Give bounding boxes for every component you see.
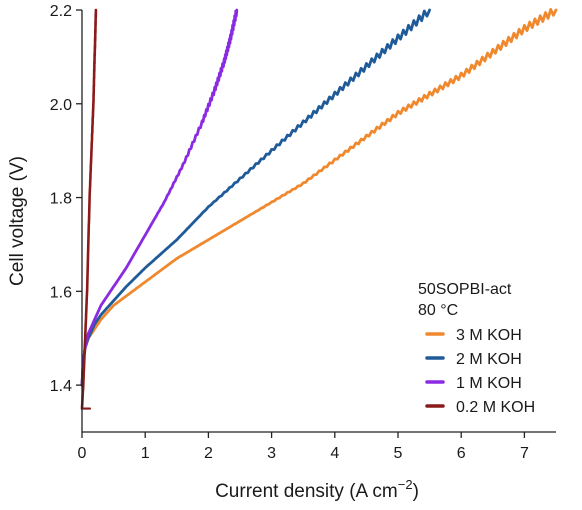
x-tick-label: 7 (520, 445, 529, 462)
y-tick-label: 2.2 (50, 3, 72, 20)
legend: 50SOPBI-act 80 °C 3 M KOH 2 M KOH 1 M KOH 0… (418, 281, 535, 416)
series-line-2-m-koh (80, 8, 431, 387)
y-axis-title: Cell voltage (V) (7, 156, 28, 286)
x-tick-label: 2 (204, 445, 213, 462)
x-axis-title: Current density (A cm−2) (215, 477, 419, 502)
series-line-0-2-m-koh (80, 8, 98, 410)
y-tick-label: 2.0 (50, 97, 72, 114)
legend-label-3-m-koh: 3 M KOH (456, 327, 522, 344)
axes-layer (81, 10, 556, 433)
legend-label-0-2-m-koh: 0.2 M KOH (456, 399, 535, 416)
legend-label-1-m-koh: 1 M KOH (456, 375, 522, 392)
x-tick-label: 1 (141, 445, 150, 462)
legend-heading-line-2: 80 °C (418, 302, 458, 319)
x-tick-label: 6 (457, 445, 466, 462)
ticks-layer: 0 1 2 3 4 5 6 7 1.4 1.6 1.8 2.0 2.2 (50, 3, 529, 462)
x-tick-label: 4 (330, 445, 339, 462)
y-tick-label: 1.6 (50, 284, 72, 301)
legend-label-2-m-koh: 2 M KOH (456, 351, 522, 368)
x-tick-label: 5 (394, 445, 403, 462)
x-tick-label: 3 (267, 445, 276, 462)
y-tick-label: 1.8 (50, 191, 72, 208)
x-axis-title-end: ) (413, 481, 419, 502)
series-line-1-m-koh (80, 8, 239, 387)
legend-heading-line-1: 50SOPBI-act (418, 281, 512, 298)
y-tick-label: 1.4 (50, 378, 72, 395)
series-layer (80, 8, 558, 410)
x-axis-title-sup: −2 (398, 477, 413, 492)
x-tick-label: 0 (78, 445, 87, 462)
